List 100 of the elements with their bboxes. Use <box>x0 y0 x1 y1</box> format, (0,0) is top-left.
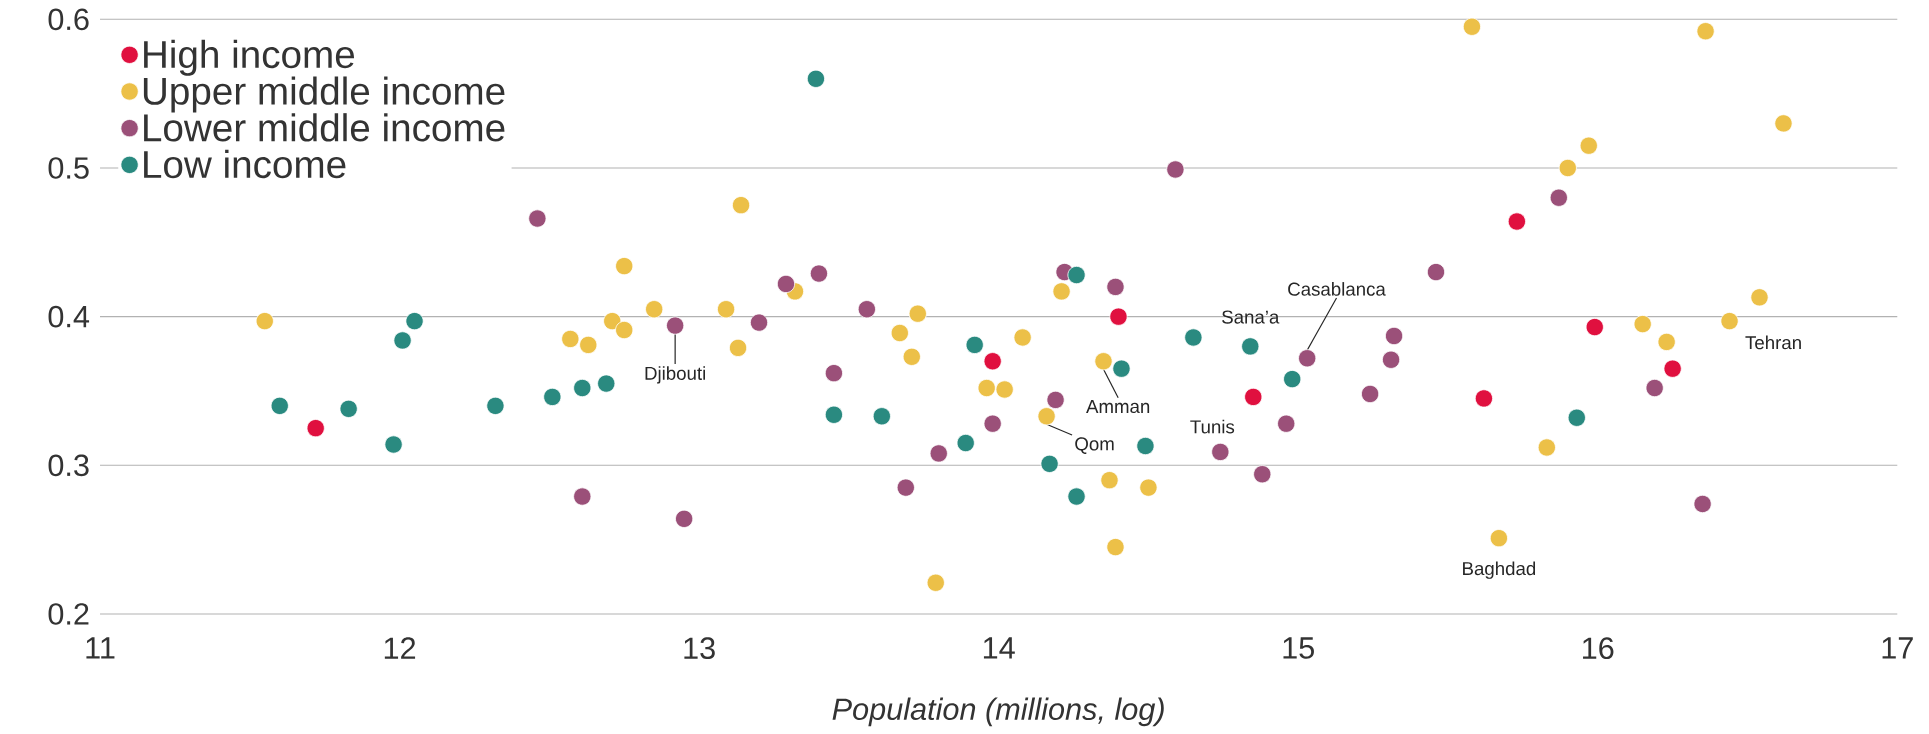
point <box>1774 114 1793 133</box>
point <box>926 573 945 592</box>
x-tick-label: 12 <box>384 637 416 659</box>
point <box>1693 494 1712 514</box>
point <box>717 300 736 319</box>
point <box>1750 288 1769 307</box>
point <box>908 304 927 323</box>
point <box>1184 328 1203 347</box>
point <box>731 196 751 215</box>
legend-label: Upper middle income <box>143 76 505 113</box>
point <box>776 274 796 294</box>
point <box>749 313 769 332</box>
annotation: Baghdad <box>1463 561 1536 579</box>
point <box>1112 359 1131 378</box>
point <box>615 257 634 276</box>
point <box>1657 332 1676 351</box>
point <box>255 312 274 331</box>
point <box>384 435 403 454</box>
point <box>675 509 694 528</box>
point <box>1507 212 1526 231</box>
point <box>824 405 843 424</box>
point <box>1067 487 1086 506</box>
point <box>857 300 876 319</box>
point <box>956 433 975 453</box>
point <box>1106 277 1125 296</box>
point <box>902 347 921 366</box>
point <box>1645 378 1664 398</box>
point <box>890 323 909 343</box>
point <box>977 378 996 398</box>
point <box>528 209 547 228</box>
point <box>1474 389 1493 408</box>
point <box>270 396 289 415</box>
point <box>405 312 424 331</box>
y-tick-label: 0.2 <box>48 603 89 625</box>
point <box>561 329 580 349</box>
annotation: Djibouti <box>645 366 705 384</box>
x-tick-label: 14 <box>983 637 1015 659</box>
point <box>1037 407 1056 426</box>
point <box>1283 370 1302 389</box>
point <box>603 312 622 331</box>
point <box>1426 262 1446 282</box>
point <box>1139 478 1158 497</box>
point <box>615 320 634 340</box>
point <box>1579 136 1598 155</box>
point <box>1253 465 1272 484</box>
point <box>1462 17 1481 36</box>
x-axis-title: Population (millions, log) <box>832 697 1164 727</box>
point <box>486 396 505 415</box>
point <box>1094 352 1113 371</box>
point <box>1241 337 1260 356</box>
x-tick-label: 17 <box>1882 637 1913 659</box>
point <box>983 352 1002 371</box>
point <box>1361 384 1380 404</box>
point <box>728 338 748 357</box>
point <box>1046 390 1065 409</box>
annotation: Tehran <box>1745 335 1801 350</box>
point <box>393 331 412 350</box>
y-tick-label: 0.5 <box>48 157 89 179</box>
point <box>1067 265 1086 285</box>
point <box>983 414 1002 433</box>
point <box>995 380 1014 399</box>
y-tick-label: 0.3 <box>48 454 89 477</box>
annotation: Casablanca <box>1288 282 1386 296</box>
point <box>1663 359 1682 378</box>
point <box>1109 307 1128 326</box>
annotation: Tunis <box>1190 419 1235 434</box>
point <box>1489 529 1508 548</box>
point <box>543 387 562 406</box>
legend-label: Lower middle income <box>144 113 505 142</box>
y-tick-label: 0.6 <box>48 8 89 31</box>
annotation: Qom <box>1075 437 1114 454</box>
legend-label: High income <box>144 39 355 76</box>
point <box>1211 442 1230 462</box>
point <box>1381 350 1401 369</box>
point <box>806 69 825 88</box>
x-tick-label: 16 <box>1583 637 1614 660</box>
point <box>306 419 325 438</box>
point <box>1136 436 1155 456</box>
point <box>1166 160 1185 179</box>
point <box>872 407 891 426</box>
point <box>1100 471 1119 490</box>
point <box>1558 158 1577 178</box>
point <box>579 335 598 354</box>
point <box>809 264 828 283</box>
point <box>573 378 592 398</box>
point <box>1277 414 1296 433</box>
annotation: Sana’a <box>1222 310 1280 324</box>
point <box>1244 387 1263 406</box>
point <box>1537 438 1556 457</box>
point <box>1040 454 1059 473</box>
point <box>1106 538 1125 557</box>
point <box>1384 326 1404 346</box>
x-tick-label: 11 <box>86 637 115 659</box>
point <box>645 300 664 319</box>
point <box>1052 282 1071 301</box>
point <box>1549 188 1568 207</box>
point <box>1633 315 1652 334</box>
point <box>929 444 948 463</box>
point <box>896 478 915 497</box>
point <box>573 487 592 506</box>
